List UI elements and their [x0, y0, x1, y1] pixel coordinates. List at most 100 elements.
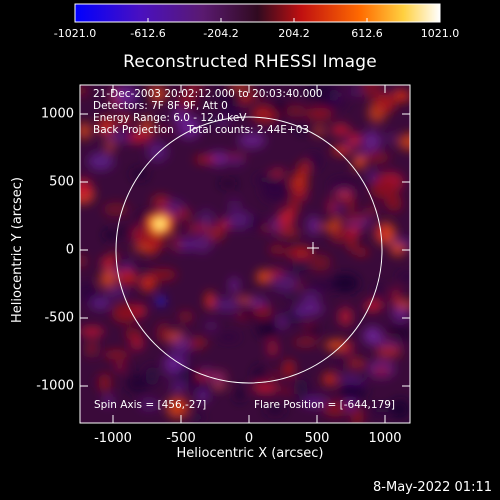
noise-blob — [247, 217, 267, 231]
noise-blob — [330, 211, 358, 218]
noise-blob — [335, 352, 353, 371]
noise-blob — [353, 154, 366, 170]
noise-blob — [301, 396, 328, 408]
noise-blob — [230, 155, 244, 166]
noise-blob — [391, 287, 401, 307]
noise-blob — [306, 153, 321, 170]
noise-blob — [80, 178, 93, 201]
noise-blob — [256, 321, 278, 338]
noise-blob — [105, 130, 134, 143]
noise-blob — [80, 326, 105, 337]
noise-blob — [367, 170, 377, 183]
noise-blob — [362, 151, 390, 164]
noise-blob — [256, 269, 271, 285]
noise-blob — [80, 255, 86, 267]
noise-blob — [217, 334, 240, 341]
noise-blob — [171, 335, 192, 354]
noise-blob — [344, 397, 357, 411]
noise-blob — [277, 216, 287, 224]
x-tick-label: -1000 — [94, 431, 132, 446]
noise-blob — [330, 123, 351, 137]
noise-blob — [80, 122, 91, 140]
noise-blob — [372, 365, 391, 376]
noise-blob — [254, 175, 282, 184]
noise-blob — [252, 304, 273, 318]
noise-blob — [132, 244, 153, 253]
noise-blob — [330, 98, 349, 109]
noise-blob — [194, 156, 217, 163]
noise-blob — [390, 399, 410, 420]
noise-blob — [285, 104, 307, 118]
noise-blob — [196, 387, 210, 404]
y-axis-label: Heliocentric Y (arcsec) — [10, 177, 25, 323]
noise-blob — [171, 233, 182, 253]
colorbar-tick-label: -204.2 — [203, 27, 239, 40]
noise-blob — [152, 126, 174, 133]
noise-blob — [270, 272, 298, 292]
noise-blob — [118, 116, 132, 124]
noise-blob — [283, 291, 299, 300]
bright-source — [156, 220, 164, 228]
noise-blob — [263, 405, 287, 416]
info-method-counts: Back Projection Total counts: 2.44E+03 — [93, 124, 310, 136]
noise-blob — [386, 194, 402, 212]
noise-blob — [103, 202, 130, 217]
noise-blob — [191, 412, 204, 423]
noise-blob — [192, 234, 212, 253]
y-axis-ticks — [80, 113, 410, 387]
date-stamp: 8-May-2022 01:11 — [373, 480, 492, 495]
noise-blob — [385, 324, 410, 343]
y-tick-label: -500 — [44, 310, 74, 326]
noise-blob — [350, 407, 364, 423]
noise-blob — [396, 273, 410, 280]
noise-blob — [189, 337, 207, 348]
noise-blob — [366, 299, 384, 310]
noise-blob — [125, 373, 149, 394]
noise-blob — [374, 93, 396, 114]
noise-blob — [391, 304, 410, 322]
noise-blob — [322, 400, 348, 417]
noise-blob — [305, 107, 334, 120]
noise-blob — [346, 197, 356, 213]
noise-blob — [324, 339, 349, 351]
noise-blob — [397, 133, 410, 151]
noise-blob — [89, 296, 111, 310]
spin-axis-marker — [307, 242, 319, 254]
spin-axis-text: Spin Axis = [456,-27] — [94, 399, 207, 411]
x-axis-ticks — [112, 85, 386, 423]
x-tick-label: 0 — [244, 431, 254, 446]
noise-blob — [124, 328, 142, 341]
noise-blob — [356, 150, 369, 157]
noise-blob — [238, 132, 266, 149]
noise-blob — [146, 141, 169, 162]
noise-blob — [363, 326, 382, 345]
noise-blob — [80, 85, 88, 97]
noise-blob — [295, 164, 306, 173]
noise-blob — [229, 199, 240, 210]
noise-blob — [119, 228, 137, 236]
noise-blob — [98, 372, 112, 393]
y-tick-label: -1000 — [36, 378, 74, 394]
colorbar-ticks — [74, 18, 441, 22]
noise-blob — [334, 189, 355, 195]
noise-blob — [185, 224, 211, 233]
noise-blob — [330, 178, 353, 191]
noise-blob — [393, 89, 410, 102]
solar-limb-circle — [115, 116, 383, 384]
noise-blob — [252, 365, 267, 384]
y-tick-label: 0 — [65, 242, 74, 258]
noise-blob — [389, 243, 406, 256]
colorbar-tick-label: 1021.0 — [420, 27, 460, 40]
noise-blob — [103, 349, 130, 360]
noise-blob — [266, 339, 279, 357]
noise-blob — [315, 125, 325, 137]
noise-blob — [176, 398, 187, 413]
noise-blob — [207, 226, 225, 242]
colorbar-tick-label: -612.6 — [130, 27, 166, 40]
noise-blob — [375, 282, 384, 300]
noise-blob — [152, 194, 170, 209]
plot-frame — [79, 84, 411, 424]
noise-blob — [217, 179, 239, 188]
noise-blob — [114, 362, 125, 372]
noise-blob — [280, 387, 293, 395]
